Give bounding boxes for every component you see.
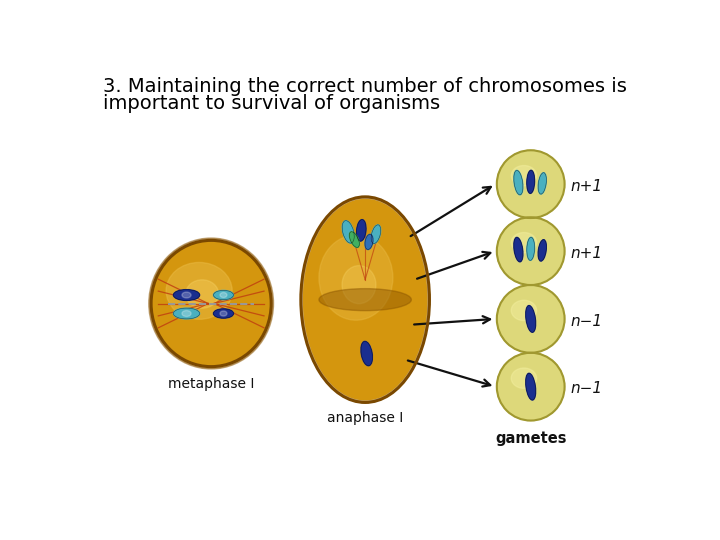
Ellipse shape [497,150,564,218]
Ellipse shape [511,300,536,321]
Text: n−1: n−1 [570,314,602,329]
Ellipse shape [151,240,271,367]
Ellipse shape [149,238,274,369]
Ellipse shape [174,308,199,319]
Ellipse shape [174,289,199,300]
Ellipse shape [538,173,546,194]
Ellipse shape [213,309,233,318]
Text: important to survival of organisms: important to survival of organisms [102,94,440,113]
Text: n−1: n−1 [570,381,602,396]
Ellipse shape [526,373,536,400]
Ellipse shape [527,170,534,193]
Ellipse shape [511,233,536,253]
Ellipse shape [497,285,564,353]
Ellipse shape [182,292,191,298]
Ellipse shape [213,291,233,300]
Text: n+1: n+1 [570,179,602,194]
Ellipse shape [319,235,393,320]
Ellipse shape [365,234,373,249]
Ellipse shape [182,310,191,316]
Ellipse shape [514,238,523,262]
Ellipse shape [319,289,411,310]
Text: n+1: n+1 [570,246,602,261]
Ellipse shape [220,311,227,316]
Ellipse shape [527,237,534,260]
Ellipse shape [538,240,546,261]
Ellipse shape [349,232,359,247]
Text: metaphase I: metaphase I [168,377,254,392]
Text: 3. Maintaining the correct number of chromosomes is: 3. Maintaining the correct number of chr… [102,77,626,96]
Ellipse shape [371,225,381,244]
Ellipse shape [497,217,564,285]
Text: anaphase I: anaphase I [327,411,403,426]
Ellipse shape [526,306,536,332]
Ellipse shape [220,293,227,298]
Ellipse shape [301,197,429,402]
Ellipse shape [186,280,219,308]
Ellipse shape [166,262,232,319]
Text: gametes: gametes [495,431,567,447]
Ellipse shape [342,266,376,303]
Ellipse shape [497,353,564,421]
Ellipse shape [514,171,523,195]
Ellipse shape [511,368,536,388]
Ellipse shape [356,220,366,241]
Ellipse shape [304,200,427,400]
Ellipse shape [361,341,372,366]
Ellipse shape [511,166,536,186]
Ellipse shape [342,221,354,243]
